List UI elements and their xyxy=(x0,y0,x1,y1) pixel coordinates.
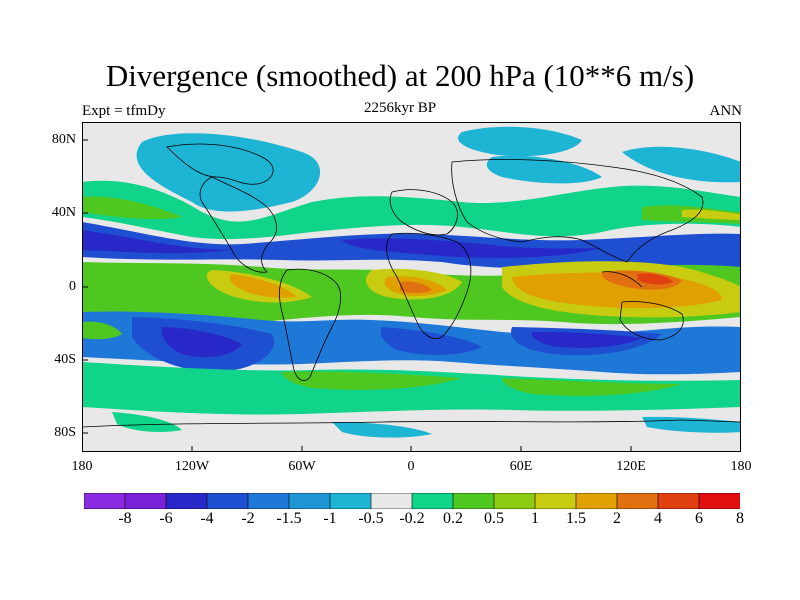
colorbar-tick-label: 1 xyxy=(531,510,539,527)
colorbar-swatch xyxy=(452,493,495,509)
colorbar-swatch xyxy=(247,493,290,509)
colorbar-swatch xyxy=(165,493,208,509)
colorbar-swatch xyxy=(657,493,700,509)
colorbar-tick-label: -4 xyxy=(200,510,214,527)
field-smid-pos xyxy=(82,362,741,415)
colorbar-tick-label: -1.5 xyxy=(276,510,302,527)
colorbar-swatch xyxy=(206,493,249,509)
time-label: 2256kyr BP xyxy=(363,100,437,116)
colorbar-swatch xyxy=(575,493,618,509)
colorbar-tick-label: 1.5 xyxy=(566,510,586,527)
colorbar-tick-label: -1 xyxy=(323,510,337,527)
lon-label-60w: 60W xyxy=(288,459,316,474)
lat-label-40s: 40S xyxy=(54,352,76,367)
lat-label-0: 0 xyxy=(69,279,76,294)
colorbar-tick-label: -0.2 xyxy=(399,510,425,527)
lat-label-80s: 80S xyxy=(54,425,76,440)
lon-label-120w: 120W xyxy=(174,459,210,474)
lon-label-60e: 60E xyxy=(509,459,533,474)
colorbar-tick-label: -2 xyxy=(241,510,255,527)
colorbar-swatch xyxy=(534,493,577,509)
colorbar-tick-label: 0.2 xyxy=(443,510,463,527)
colorbar-tick-label: -6 xyxy=(159,510,173,527)
season-label: ANN xyxy=(709,103,743,119)
colorbar-tick-label: -0.5 xyxy=(358,510,384,527)
divergence-map xyxy=(82,122,741,452)
lon-label-180e: 180 xyxy=(730,459,752,474)
field-nmid-pos xyxy=(82,180,741,240)
colorbar-tick-label: -8 xyxy=(118,510,132,527)
colorbar xyxy=(84,493,740,509)
colorbar-swatch xyxy=(329,493,372,509)
coastlines xyxy=(82,143,741,428)
colorbar-swatch xyxy=(370,493,413,509)
colorbar-swatch xyxy=(411,493,454,509)
colorbar-swatch xyxy=(124,493,167,509)
lat-label-80n: 80N xyxy=(51,132,76,147)
lon-label-0: 0 xyxy=(407,459,415,474)
colorbar-tick-label: 6 xyxy=(695,510,703,527)
colorbar-swatch xyxy=(616,493,659,509)
colorbar-tick-label: 0.5 xyxy=(484,510,504,527)
colorbar-tick-label: 8 xyxy=(736,510,744,527)
colorbar-swatch xyxy=(698,493,740,509)
experiment-label: Expt = tfmDy xyxy=(82,103,166,119)
map-title: Divergence (smoothed) at 200 hPa (10**6 … xyxy=(105,58,695,93)
colorbar-swatch xyxy=(288,493,331,509)
colorbar-tick-label: 4 xyxy=(654,510,662,527)
colorbar-swatch xyxy=(84,493,126,509)
colorbar-swatch xyxy=(493,493,536,509)
field-arctic-neg xyxy=(136,133,321,212)
lon-label-120e: 120E xyxy=(616,459,646,474)
lon-label-180w: 180 xyxy=(71,459,93,474)
colorbar-tick-label: 2 xyxy=(613,510,621,527)
lat-label-40n: 40N xyxy=(51,205,76,220)
